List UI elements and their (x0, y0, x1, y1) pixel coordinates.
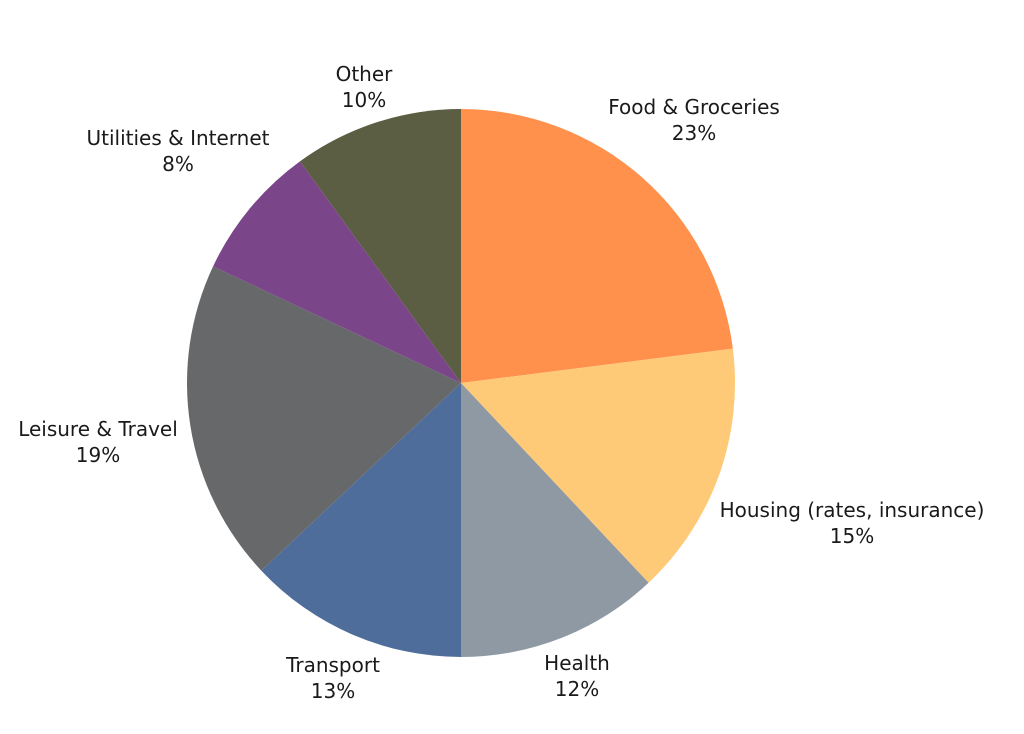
slice-value-label: 10% (342, 88, 386, 112)
slice-label: Health (544, 651, 610, 675)
slice-label: Leisure & Travel (18, 417, 178, 441)
slice-label: Transport (285, 653, 380, 677)
slice-label: Other (336, 62, 394, 86)
pie-slice-other (299, 109, 461, 383)
slice-value-label: 23% (672, 121, 716, 145)
pie-slice-health (461, 383, 649, 657)
pie-slice-leisure-travel (187, 266, 461, 571)
pie-slice-utilities-internet (213, 161, 461, 383)
slice-label: Housing (rates, insurance) (720, 498, 985, 522)
slice-value-label: 12% (555, 677, 599, 701)
slice-value-label: 15% (830, 524, 874, 548)
slice-label: Utilities & Internet (87, 126, 270, 150)
slice-value-label: 13% (311, 679, 355, 703)
pie-slices (187, 109, 736, 657)
slice-value-label: 19% (76, 443, 120, 467)
pie-slice-housing-rates-insurance (461, 348, 736, 583)
slice-value-label: 8% (162, 152, 194, 176)
pie-slice-transport (261, 383, 461, 657)
slice-label: Food & Groceries (608, 95, 780, 119)
pie-slice-food-groceries (461, 109, 733, 383)
